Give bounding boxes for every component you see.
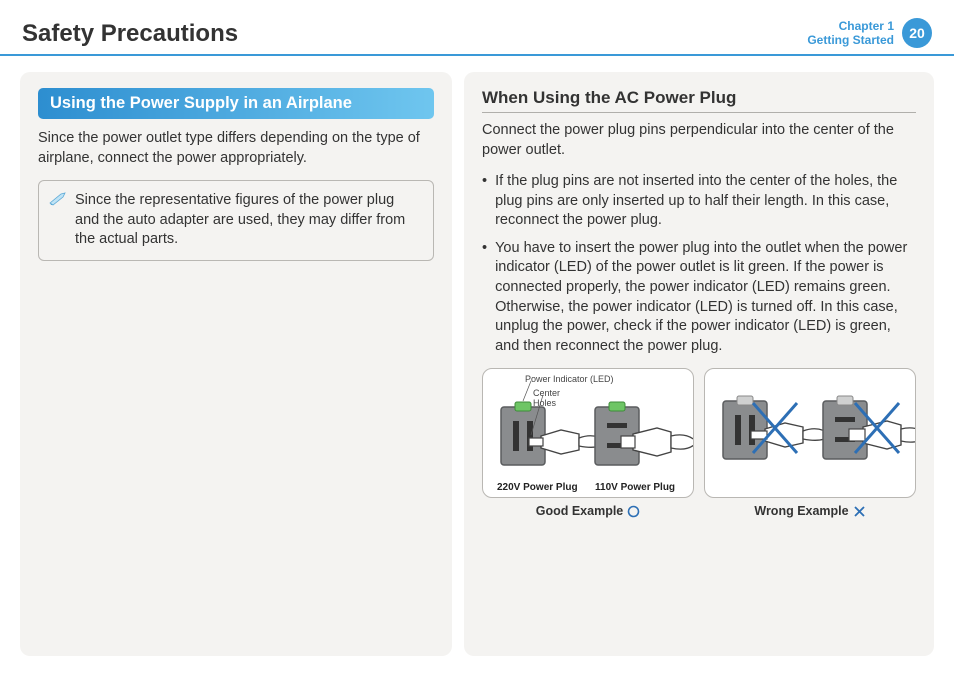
chapter-block: Chapter 1 Getting Started 20 [807, 18, 932, 48]
bullet-text: You have to insert the power plug into t… [495, 239, 916, 356]
good-example-diagram [483, 369, 693, 498]
chapter-line1: Chapter 1 [807, 19, 894, 33]
page-number-badge: 20 [902, 18, 932, 48]
label-110v: 110V Power Plug [595, 482, 675, 493]
note-icon [49, 192, 67, 213]
cross-wrong-icon [853, 505, 866, 518]
ac-intro: Connect the power plug pins perpendicula… [482, 121, 916, 160]
note-box: Since the representative figures of the … [38, 180, 434, 261]
label-center-holes: Center Holes [533, 389, 560, 409]
caption-wrong-text: Wrong Example [754, 504, 848, 518]
right-column: When Using the AC Power Plug Connect the… [464, 72, 934, 656]
bullet-list: • If the plug pins are not inserted into… [482, 172, 916, 356]
airplane-intro: Since the power outlet type differs depe… [38, 129, 434, 168]
section-pill-airplane: Using the Power Supply in an Airplane [38, 88, 434, 119]
list-item: • You have to insert the power plug into… [482, 239, 916, 356]
label-220v: 220V Power Plug [497, 482, 578, 493]
bullet-dot-icon: • [482, 239, 487, 356]
caption-good-text: Good Example [536, 504, 624, 518]
chapter-line2: Getting Started [807, 33, 894, 47]
diagram-row: Power Indicator (LED) Center Holes [482, 368, 916, 518]
bullet-text: If the plug pins are not inserted into t… [495, 172, 916, 231]
page-title: Safety Precautions [22, 20, 238, 48]
bullet-dot-icon: • [482, 172, 487, 231]
good-example-caption: Good Example [482, 504, 694, 518]
list-item: • If the plug pins are not inserted into… [482, 172, 916, 231]
circle-ok-icon [627, 505, 640, 518]
left-column: Using the Power Supply in an Airplane Si… [20, 72, 452, 656]
wrong-example-caption: Wrong Example [704, 504, 916, 518]
subhead-ac-plug: When Using the AC Power Plug [482, 88, 916, 113]
wrong-example-panel [704, 368, 916, 498]
wrong-example-diagram [705, 369, 915, 498]
good-example-panel: Power Indicator (LED) Center Holes [482, 368, 694, 498]
note-text: Since the representative figures of the … [75, 192, 405, 247]
label-power-indicator: Power Indicator (LED) [525, 375, 614, 385]
